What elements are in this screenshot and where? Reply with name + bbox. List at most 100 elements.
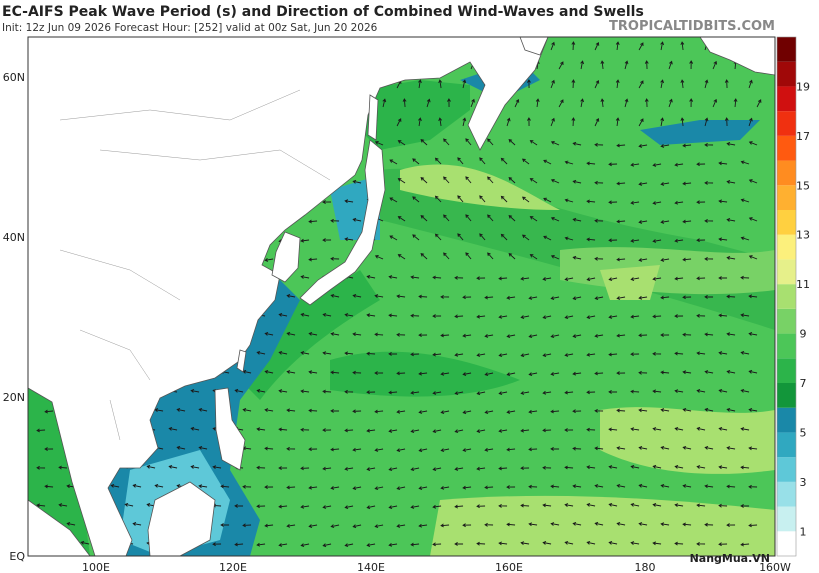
- direction-arrow: [462, 333, 472, 338]
- colorbar-segment: [777, 531, 796, 556]
- direction-arrow: [660, 182, 670, 186]
- direction-arrow: [389, 197, 398, 203]
- direction-arrow: [740, 427, 750, 431]
- direction-arrow: [748, 484, 758, 489]
- direction-arrow: [674, 276, 684, 281]
- direction-arrow: [572, 141, 582, 146]
- direction-arrow: [724, 117, 729, 127]
- direction-arrow: [586, 352, 596, 357]
- direction-arrow: [689, 98, 694, 108]
- direction-arrow: [521, 196, 530, 203]
- direction-arrow: [418, 410, 428, 414]
- colorbar-segment: [777, 432, 796, 458]
- direction-arrow: [462, 410, 472, 415]
- direction-arrow: [624, 60, 629, 70]
- direction-arrow: [242, 484, 252, 489]
- colorbar-tick-label: 17: [796, 130, 810, 143]
- direction-arrow: [660, 370, 670, 375]
- direction-arrow: [542, 390, 552, 395]
- direction-arrow: [616, 483, 626, 488]
- land-asia: [28, 37, 549, 556]
- direction-arrow: [660, 220, 670, 224]
- direction-arrow: [704, 256, 714, 261]
- direction-arrow: [506, 372, 516, 377]
- colorbar-segment: [777, 457, 796, 482]
- direction-arrow: [608, 502, 618, 507]
- direction-arrow: [615, 117, 620, 127]
- direction-arrow: [660, 117, 665, 127]
- direction-arrow: [420, 215, 428, 222]
- direction-arrow: [418, 333, 428, 338]
- direction-arrow: [630, 502, 640, 507]
- direction-arrow: [124, 502, 134, 507]
- direction-arrow: [190, 426, 200, 431]
- direction-arrow: [674, 503, 684, 508]
- direction-arrow: [382, 98, 387, 108]
- direction-arrow: [432, 391, 442, 395]
- direction-arrow: [352, 447, 362, 452]
- direction-arrow: [600, 98, 605, 108]
- direction-arrow: [264, 485, 274, 490]
- direction-arrow: [506, 117, 511, 127]
- direction-arrow: [410, 352, 420, 357]
- direction-arrow: [465, 176, 472, 184]
- direction-arrow: [543, 235, 552, 241]
- direction-arrow: [154, 483, 164, 488]
- direction-arrow: [638, 333, 648, 338]
- direction-arrow: [470, 98, 475, 108]
- direction-arrow: [652, 427, 662, 431]
- direction-arrow: [454, 504, 464, 509]
- direction-arrow: [529, 178, 538, 184]
- direction-arrow: [286, 408, 296, 413]
- direction-arrow: [652, 541, 662, 546]
- direction-arrow: [594, 180, 604, 185]
- direction-arrow: [220, 523, 230, 527]
- direction-arrow: [388, 352, 398, 356]
- direction-arrow: [190, 389, 200, 393]
- direction-arrow: [748, 117, 753, 127]
- direction-arrow: [500, 157, 508, 165]
- field-band: [400, 164, 560, 210]
- direction-arrow: [680, 117, 685, 127]
- direction-arrow: [696, 200, 706, 205]
- direction-arrow: [535, 98, 540, 108]
- direction-arrow: [668, 98, 673, 108]
- direction-arrow: [527, 117, 531, 127]
- direction-arrow: [748, 446, 758, 451]
- direction-arrow: [572, 296, 582, 301]
- direction-arrow: [462, 372, 472, 376]
- direction-arrow: [558, 61, 564, 70]
- direction-arrow: [308, 485, 318, 490]
- direction-arrow: [542, 353, 552, 358]
- direction-arrow: [718, 199, 728, 204]
- direction-arrow: [542, 541, 552, 545]
- direction-arrow: [521, 234, 530, 241]
- colorbar-segment: [777, 185, 796, 210]
- direction-arrow: [748, 523, 758, 528]
- direction-arrow: [660, 333, 670, 337]
- direction-arrow: [630, 277, 640, 281]
- direction-arrow: [476, 504, 486, 509]
- direction-arrow: [550, 296, 560, 301]
- direction-arrow: [630, 427, 640, 432]
- direction-arrow: [748, 255, 758, 260]
- direction-arrow: [542, 315, 552, 320]
- direction-arrow: [212, 542, 222, 547]
- direction-arrow: [366, 543, 376, 547]
- direction-arrow: [457, 157, 464, 165]
- direction-arrow: [508, 177, 516, 184]
- direction-arrow: [682, 295, 692, 300]
- direction-arrow: [682, 445, 692, 450]
- direction-arrow: [396, 118, 402, 127]
- direction-arrow: [506, 410, 516, 414]
- direction-arrow: [652, 503, 662, 507]
- direction-arrow: [300, 427, 310, 432]
- direction-arrow: [484, 295, 494, 300]
- direction-arrow: [572, 484, 582, 489]
- direction-arrow: [344, 237, 354, 242]
- direction-arrow: [198, 407, 208, 412]
- direction-arrow: [300, 389, 310, 394]
- direction-arrow: [718, 542, 728, 547]
- direction-arrow: [508, 215, 516, 222]
